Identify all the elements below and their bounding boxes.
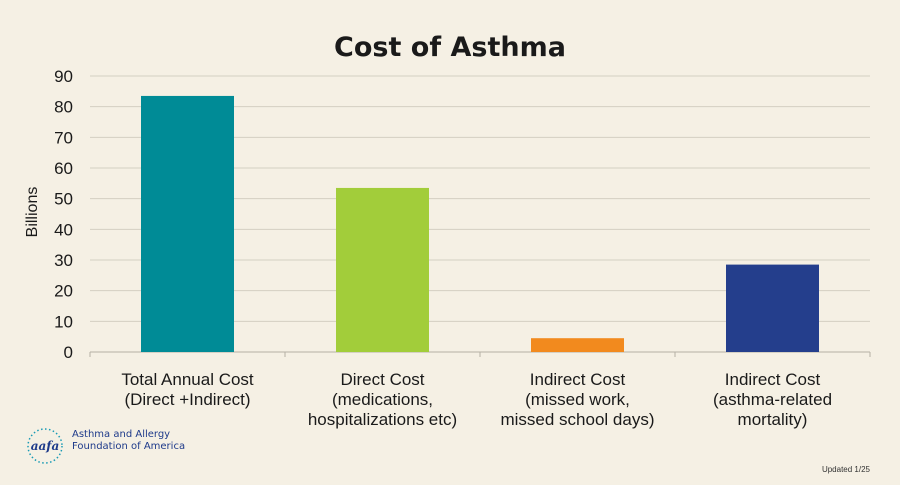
chart-title: Cost of Asthma (334, 32, 566, 63)
x-category-label: Direct Cost (340, 370, 424, 389)
footnote: Updated 1/25 (821, 465, 870, 474)
y-tick-label: 70 (54, 128, 73, 147)
logo-text: Asthma and Allergy Foundation of America (72, 429, 186, 452)
y-tick-label: 40 (54, 220, 73, 239)
y-tick-label: 10 (54, 312, 73, 331)
bar (726, 264, 819, 352)
y-tick-label: 50 (54, 190, 73, 209)
x-category-label: missed school days) (500, 410, 654, 429)
y-tick-label: 0 (64, 343, 73, 362)
y-tick-label: 30 (54, 251, 73, 270)
x-category-label: (Direct +Indirect) (124, 390, 250, 409)
aafa-logo-mark: aafa (27, 428, 63, 464)
x-category-label: (missed work, (525, 390, 630, 409)
y-axis-label: Billions (24, 186, 41, 238)
y-tick-label: 60 (54, 159, 73, 178)
x-category-label: (asthma-related (713, 390, 832, 409)
logo-mark-text: aafa (31, 439, 60, 453)
bar (531, 338, 624, 352)
x-category-label: Total Annual Cost (121, 370, 254, 389)
y-tick-label: 20 (54, 282, 73, 301)
x-category-label: (medications, (332, 390, 433, 409)
bar (141, 95, 234, 352)
x-category-label: Indirect Cost (725, 370, 821, 389)
bar (336, 187, 429, 352)
x-category-label: mortality) (738, 410, 808, 429)
x-category-label: hospitalizations etc) (308, 410, 457, 429)
y-tick-label: 90 (54, 67, 73, 86)
y-tick-label: 80 (54, 98, 73, 117)
aafa-logo: aafa Asthma and Allergy Foundation of Am… (24, 425, 186, 467)
x-category-label: Indirect Cost (530, 370, 626, 389)
